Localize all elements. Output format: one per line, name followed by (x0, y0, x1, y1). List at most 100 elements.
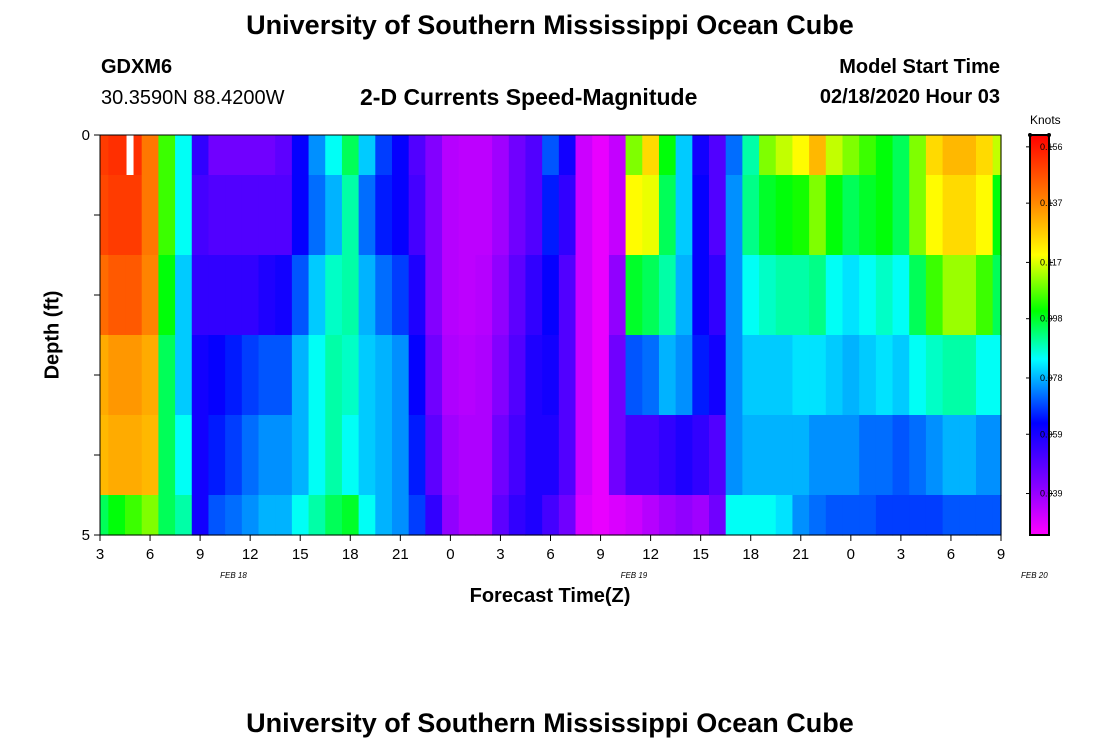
heatmap-cell (100, 415, 109, 496)
heatmap-cell (892, 175, 910, 256)
heatmap-cell (575, 495, 593, 536)
heatmap-cell (825, 415, 844, 496)
heatmap-cell (208, 175, 226, 256)
heatmap-cell (742, 135, 760, 176)
heatmap-cell (241, 175, 260, 256)
heatmap-cell (625, 255, 643, 336)
heatmap-cell (642, 335, 660, 416)
heatmap-cell (141, 415, 159, 496)
heatmap-cell (742, 495, 760, 536)
heatmap-cell (308, 415, 326, 496)
heatmap-cell (692, 255, 710, 336)
heatmap-cell (642, 175, 660, 256)
x-tick-label: 6 (146, 546, 154, 563)
heatmap-cell (658, 415, 677, 496)
heatmap-cell (125, 335, 143, 416)
heatmap-cell (358, 255, 376, 336)
heatmap-cell (992, 175, 1002, 256)
heatmap-cell (525, 495, 543, 536)
heatmap-cell (959, 335, 977, 416)
heatmap-cell (375, 415, 393, 496)
model-start-label: Model Start Time (839, 56, 1000, 78)
heatmap-cell (959, 495, 977, 536)
heatmap-cell (492, 255, 510, 336)
heatmap-cell (391, 255, 410, 336)
heatmap-cell (992, 415, 1002, 496)
heatmap-cell (825, 255, 844, 336)
heatmap-cell (658, 135, 677, 176)
heatmap-cell (442, 135, 460, 176)
heatmap-cell (125, 175, 143, 256)
heatmap-cell (692, 175, 710, 256)
heatmap-cell (592, 135, 610, 176)
heatmap-cell (291, 415, 310, 496)
heatmap-cell (959, 135, 977, 176)
heatmap-cell (909, 495, 927, 536)
colorbar-gradient (1029, 134, 1050, 536)
heatmap-cell (642, 495, 660, 536)
heatmap-cell (175, 175, 193, 256)
heatmap-cell (959, 175, 977, 256)
heatmap-cell (625, 415, 643, 496)
heatmap-cell (558, 415, 577, 496)
heatmap-cell (775, 175, 794, 256)
heatmap-cell (408, 135, 426, 176)
heatmap-cell (608, 415, 627, 496)
heatmap-cell (158, 135, 176, 176)
heatmap-cell (425, 135, 443, 176)
heatmap-cell (308, 335, 326, 416)
heatmap-cell (792, 335, 810, 416)
heatmap-cell (158, 415, 176, 496)
heatmap-cell (325, 495, 343, 536)
heatmap-cell (175, 135, 193, 176)
y-tick-label: 0 (82, 127, 90, 144)
heatmap-cell (141, 255, 159, 336)
heatmap-cell (725, 135, 743, 176)
colorbar-tick-label: 0.137 (1040, 198, 1063, 208)
heatmap-cell (158, 255, 176, 336)
heatmap-cell (108, 335, 126, 416)
heatmap-cell (191, 175, 210, 256)
heatmap-cell (658, 495, 677, 536)
heatmap-cell (308, 255, 326, 336)
heatmap-cell (842, 255, 860, 336)
heatmap-cell (925, 415, 944, 496)
heatmap-cell (859, 335, 877, 416)
heatmap-cell (208, 335, 226, 416)
heatmap-cell (325, 415, 343, 496)
heatmap-cell (875, 255, 894, 336)
colorbar-tick-label: 0.098 (1040, 314, 1063, 324)
heatmap-cell (709, 335, 727, 416)
heatmap-cell (191, 495, 210, 536)
heatmap-cell (675, 255, 693, 336)
heatmap-cell (258, 495, 276, 536)
heatmap-cell (475, 175, 493, 256)
heatmap-cell (391, 135, 410, 176)
x-tick-label: 9 (997, 546, 1005, 563)
heatmap-cell (775, 495, 794, 536)
colorbar-tick-label: 0.078 (1040, 373, 1063, 383)
heatmap-cell (475, 415, 493, 496)
heatmap-cell (959, 415, 977, 496)
heatmap-cell (742, 255, 760, 336)
heatmap-cell (408, 415, 426, 496)
heatmap-cell (809, 135, 827, 176)
heatmap-cell (275, 175, 293, 256)
heatmap-cell (225, 135, 243, 176)
heatmap-cell (258, 255, 276, 336)
heatmap-cell (759, 135, 777, 176)
heatmap-cell (191, 135, 210, 176)
heatmap-cell (475, 135, 493, 176)
heatmap-cell (508, 175, 527, 256)
heatmap-cell (842, 415, 860, 496)
heatmap-cell (100, 335, 109, 416)
heatmap-cell (992, 135, 1002, 176)
heatmap-cell (458, 175, 477, 256)
heatmap-cell (692, 415, 710, 496)
heatmap-cell (225, 255, 243, 336)
heatmap-cell (341, 495, 360, 536)
heatmap-cell (100, 135, 109, 176)
heatmap-cell (225, 335, 243, 416)
heatmap-cell (992, 335, 1002, 416)
heatmap-cell (859, 495, 877, 536)
